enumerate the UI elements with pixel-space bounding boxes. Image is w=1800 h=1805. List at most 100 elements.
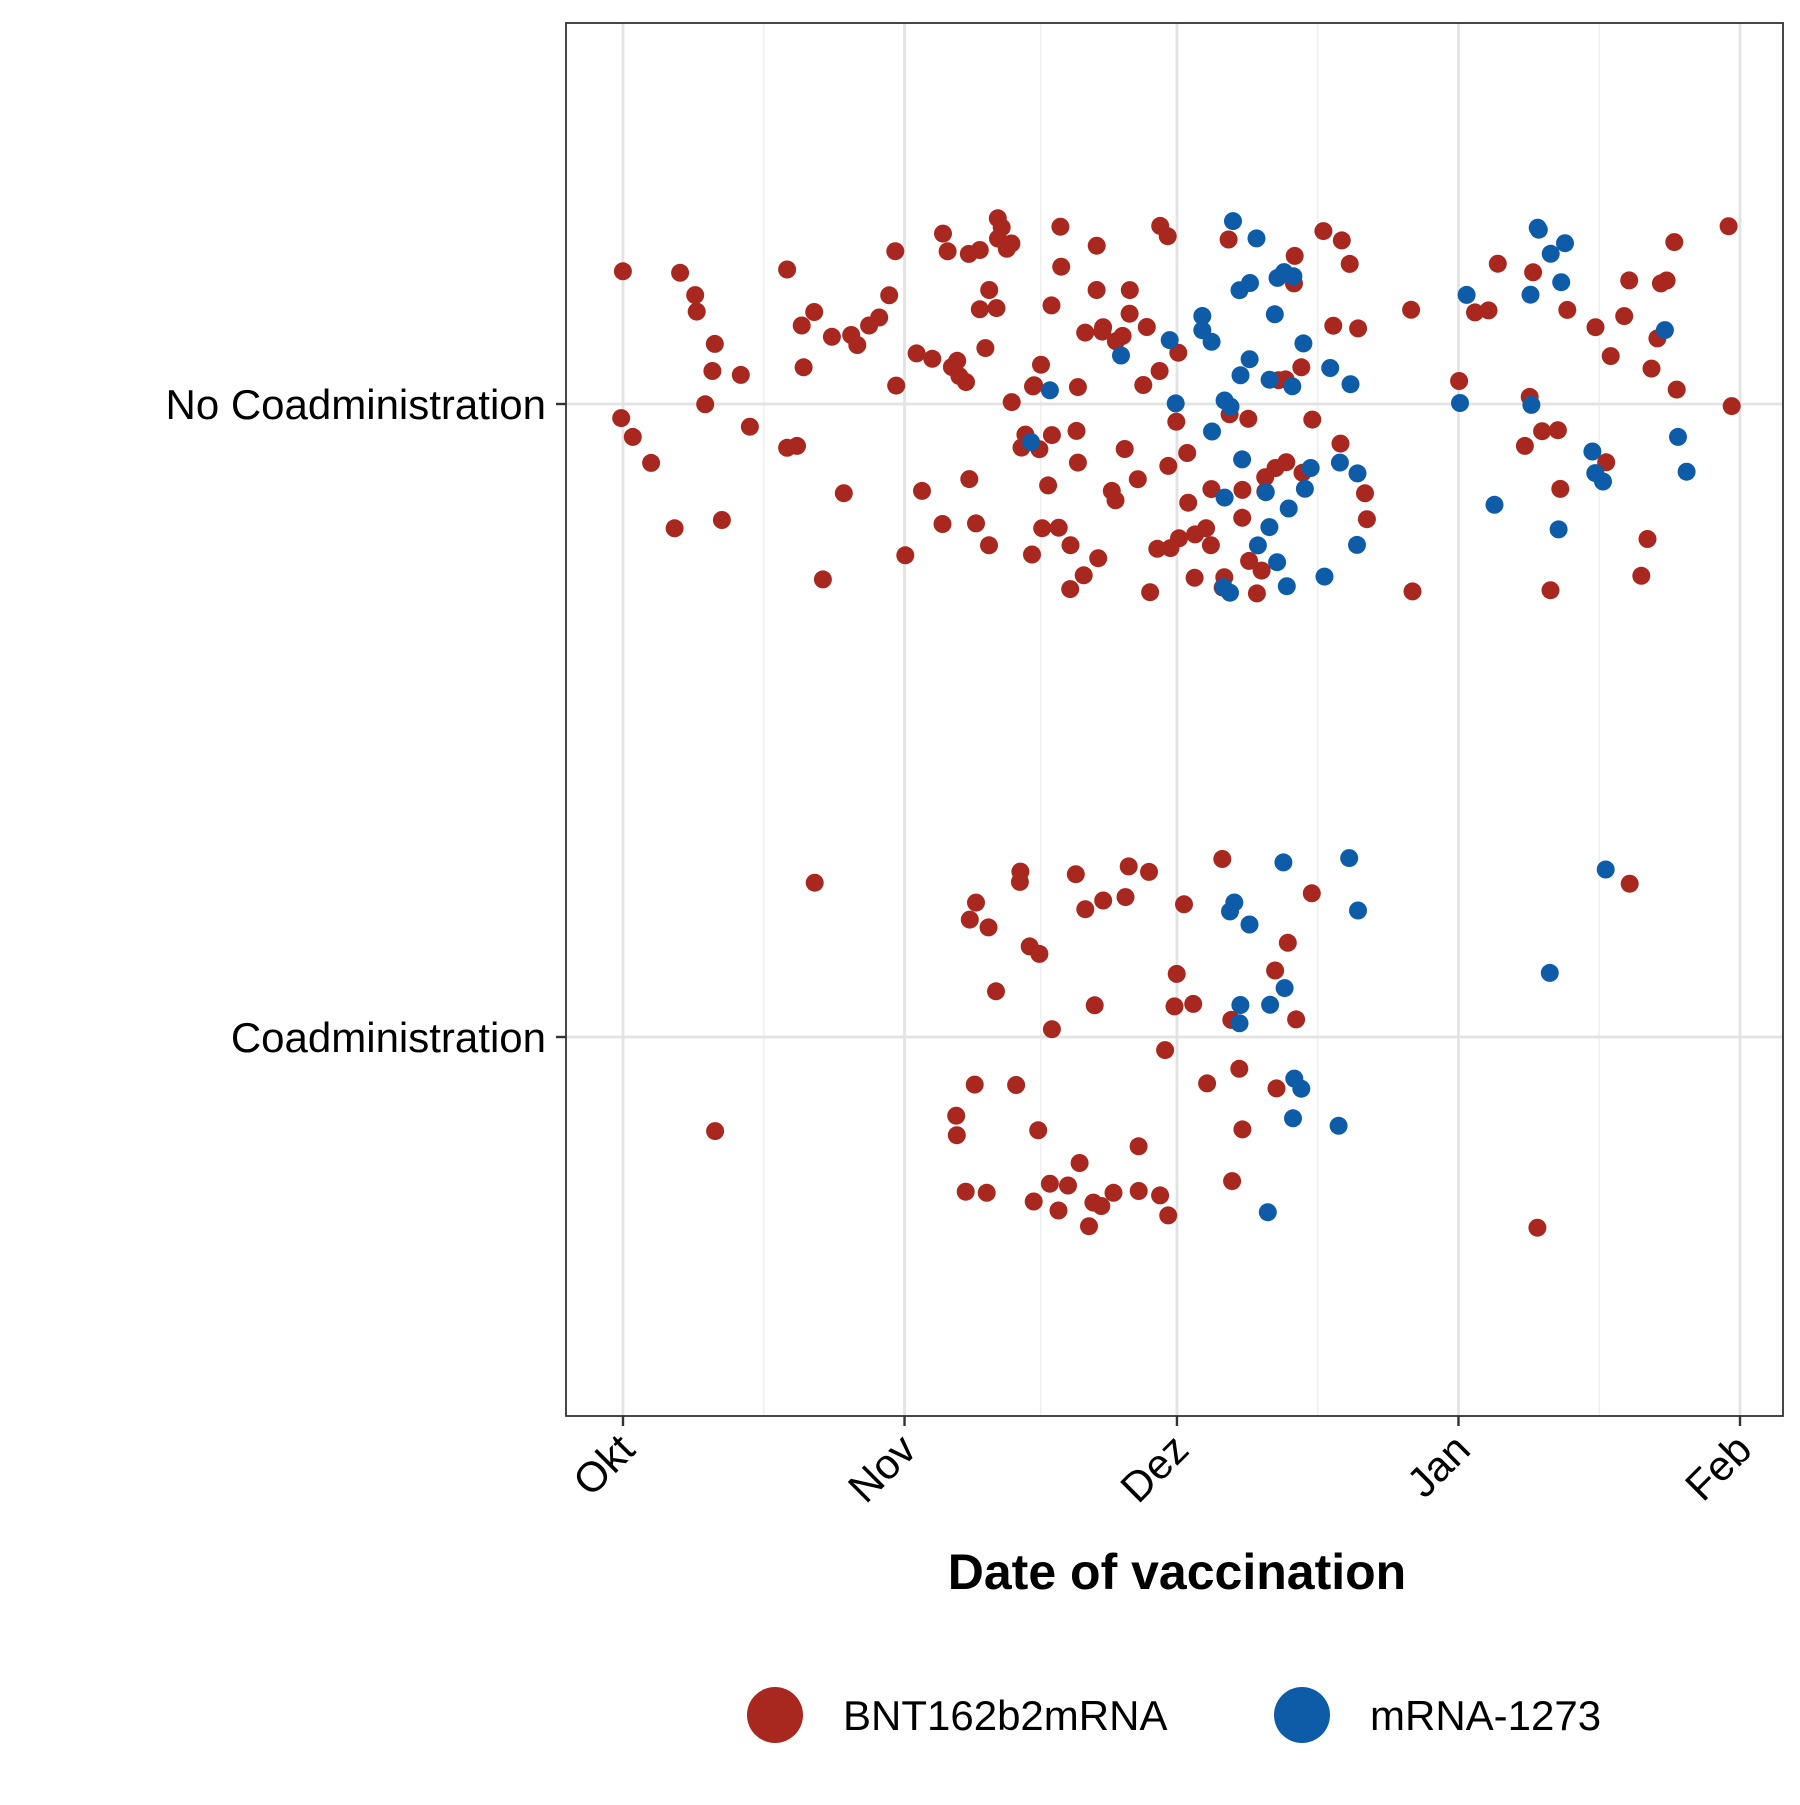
legend-swatch-mrna-1273 [1274,1687,1330,1743]
point-mrna-1273 [1522,395,1541,414]
point-bnt162b2mrna [1068,453,1087,472]
point-bnt162b2mrna [1140,862,1158,881]
point-mrna-1273 [1040,381,1059,400]
point-bnt162b2mrna [1558,300,1577,319]
point-bnt162b2mrna [1266,961,1285,980]
point-bnt162b2mrna [1601,347,1620,366]
point-bnt162b2mrna [1314,222,1333,241]
point-bnt162b2mrna [623,427,642,446]
point-bnt162b2mrna [1134,376,1153,394]
point-bnt162b2mrna [1120,281,1139,300]
point-bnt162b2mrna [834,484,853,503]
point-mrna-1273 [1541,244,1560,263]
point-bnt162b2mrna [1197,519,1216,538]
point-bnt162b2mrna [794,358,813,377]
point-bnt162b2mrna [970,241,989,259]
point-bnt162b2mrna [1033,519,1052,538]
point-bnt162b2mrna [1267,1079,1286,1098]
point-bnt162b2mrna [1324,316,1343,335]
point-bnt162b2mrna [1185,568,1204,587]
legend-swatch-bnt162b2mrna [747,1687,803,1743]
points-layer [612,209,1741,1237]
point-bnt162b2mrna [923,349,942,368]
point-bnt162b2mrna [1278,933,1297,952]
point-mrna-1273 [1594,472,1612,491]
grid-layer [566,23,1783,1416]
point-mrna-1273 [1349,901,1367,920]
point-bnt162b2mrna [822,327,841,346]
point-mrna-1273 [1283,377,1302,396]
point-mrna-1273 [1265,305,1284,324]
point-mrna-1273 [1451,394,1469,412]
point-bnt162b2mrna [686,286,705,305]
point-bnt162b2mrna [1202,480,1221,499]
point-mrna-1273 [1258,1203,1277,1222]
point-bnt162b2mrna [980,536,998,555]
point-bnt162b2mrna [1002,393,1021,412]
point-mrna-1273 [1277,577,1296,596]
point-bnt162b2mrna [1059,1176,1077,1195]
point-bnt162b2mrna [1292,358,1311,377]
point-mrna-1273 [1540,963,1559,982]
point-bnt162b2mrna [1106,491,1125,510]
point-mrna-1273 [1321,359,1340,377]
point-bnt162b2mrna [1066,865,1085,884]
point-bnt162b2mrna [1094,891,1113,910]
point-bnt162b2mrna [1061,536,1080,555]
point-bnt162b2mrna [1722,397,1741,416]
plot-panel-border [565,22,1784,1417]
point-bnt162b2mrna [977,1183,996,1202]
point-bnt162b2mrna [967,514,985,533]
point-bnt162b2mrna [1340,254,1359,273]
point-mrna-1273 [1233,450,1252,469]
point-bnt162b2mrna [1620,874,1639,893]
point-bnt162b2mrna [987,299,1006,318]
point-bnt162b2mrna [1303,410,1322,429]
point-bnt162b2mrna [913,481,931,500]
point-bnt162b2mrna [1657,271,1676,290]
point-bnt162b2mrna [740,417,759,436]
legend-label-bnt162b2mrna: BNT162b2mRNA [843,1692,1167,1739]
point-bnt162b2mrna [1040,1174,1059,1193]
point-bnt162b2mrna [1092,1197,1111,1215]
point-bnt162b2mrna [1151,1186,1170,1205]
point-mrna-1273 [1596,860,1615,879]
point-bnt162b2mrna [938,242,957,261]
point-bnt162b2mrna [1128,470,1147,489]
point-bnt162b2mrna [1615,307,1634,326]
point-mrna-1273 [1240,350,1259,369]
point-bnt162b2mrna [1223,1172,1242,1191]
point-bnt162b2mrna [1137,318,1156,336]
point-mrna-1273 [1166,394,1185,413]
point-bnt162b2mrna [1233,480,1252,499]
point-bnt162b2mrna [970,300,989,319]
point-bnt162b2mrna [1233,1120,1252,1139]
point-bnt162b2mrna [1116,888,1135,907]
x-tick-label: Jan [1398,1425,1479,1506]
point-mrna-1273 [1260,518,1279,537]
point-bnt162b2mrna [1515,436,1534,455]
point-bnt162b2mrna [1030,944,1049,963]
point-mrna-1273 [1224,212,1242,231]
point-bnt162b2mrna [976,339,995,358]
point-bnt162b2mrna [907,344,926,363]
x-tick-label: Okt [564,1425,644,1505]
point-bnt162b2mrna [1332,231,1351,250]
point-bnt162b2mrna [712,511,731,529]
point-mrna-1273 [1275,979,1294,998]
point-bnt162b2mrna [965,1075,984,1094]
point-bnt162b2mrna [1093,322,1112,341]
point-bnt162b2mrna [992,218,1011,237]
point-mrna-1273 [1485,495,1504,514]
point-bnt162b2mrna [1665,233,1684,252]
point-bnt162b2mrna [1233,508,1252,527]
point-mrna-1273 [1284,267,1303,286]
point-bnt162b2mrna [934,224,952,243]
point-bnt162b2mrna [1087,281,1106,299]
point-bnt162b2mrna [665,519,684,538]
point-bnt162b2mrna [1042,296,1061,315]
point-bnt162b2mrna [880,286,899,305]
point-mrna-1273 [1225,893,1244,912]
point-bnt162b2mrna [778,260,797,279]
